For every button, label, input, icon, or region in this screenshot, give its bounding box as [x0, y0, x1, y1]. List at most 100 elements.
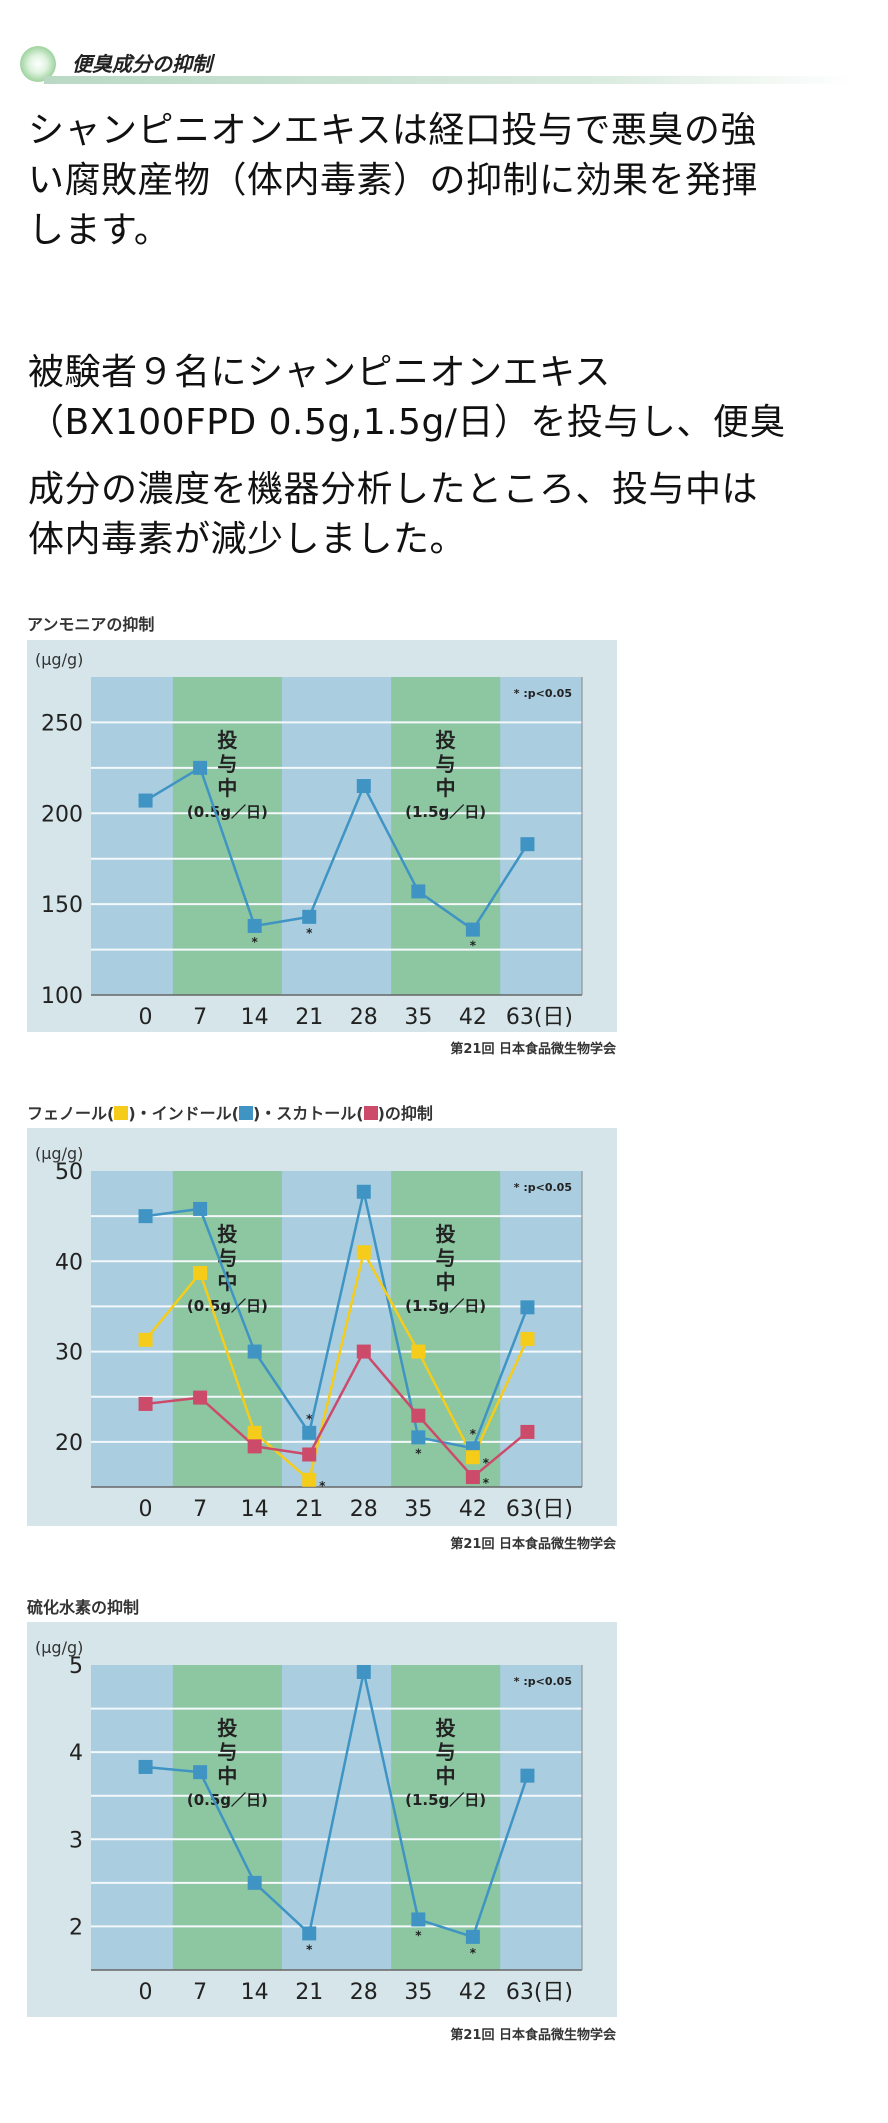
dosing-label-char: 与	[217, 1246, 237, 1270]
data-point-インドール	[247, 1344, 262, 1359]
data-point-フェノール	[247, 1425, 262, 1440]
data-point-フェノール	[465, 1450, 480, 1465]
dosing-label-char: 投	[436, 1222, 456, 1246]
dosing-label-char: 中	[436, 1270, 456, 1294]
significance-asterisk: *	[306, 926, 313, 940]
dosing-amount-label: (0.5g／日)	[187, 1791, 268, 1809]
dosing-label-char: 与	[436, 752, 456, 776]
chart-title-ammonia: アンモニアの抑制	[27, 615, 155, 634]
data-point-スカトール	[193, 1390, 208, 1405]
y-axis-unit-label: (μg/g)	[35, 650, 83, 669]
significance-note: * :p<0.05	[514, 1181, 572, 1194]
series-line-フェノール	[144, 1248, 529, 1483]
y-tick-label: 30	[55, 1341, 83, 1366]
data-point-硫化水素	[247, 1875, 262, 1890]
dosing-period-band	[391, 1665, 501, 1970]
y-tick-label: 40	[55, 1250, 83, 1275]
significance-asterisk: *	[470, 1427, 477, 1441]
data-point-スカトール	[465, 1470, 480, 1485]
intro-line: します。	[28, 210, 171, 251]
dosing-amount-label: (1.5g／日)	[405, 1297, 486, 1315]
data-point-硫化水素	[193, 1765, 208, 1780]
series-line-インドール	[145, 1191, 529, 1450]
study-line: 被験者９名にシャンピニオンエキス	[28, 352, 611, 393]
x-tick-label: 7	[193, 1005, 207, 1030]
x-tick-label: 28	[350, 1980, 378, 2005]
significance-asterisk: *	[483, 1476, 490, 1490]
data-point-硫化水素	[356, 1664, 371, 1679]
dosing-amount-label: (0.5g／日)	[187, 1297, 268, 1315]
x-tick-label: 28	[350, 1497, 378, 1522]
x-tick-label: 0	[139, 1980, 153, 2005]
plot-background	[91, 1665, 582, 1970]
dosing-period-band	[172, 1665, 282, 1970]
plot-background	[91, 1171, 582, 1487]
x-tick-label: 0	[139, 1005, 153, 1030]
significance-note: * :p<0.05	[514, 1675, 572, 1688]
significance-asterisk: *	[415, 1446, 422, 1460]
chart-hydrogen-sulfide-svg: 投与中 (0.5g／日) 投与中 (1.5g／日) * :p<0.05 (μg/g) 2 3 4…	[35, 1638, 583, 2005]
dosing-label-char: 中	[436, 776, 456, 800]
title-part: )の抑制	[377, 1104, 433, 1123]
x-tick-label: 14	[241, 1005, 269, 1030]
x-tick-label: 42	[459, 1497, 487, 1522]
y-tick-label: 2	[69, 1915, 83, 1940]
x-tick-label: 63(日)	[506, 1005, 573, 1030]
data-point-アンモニア	[302, 909, 317, 924]
data-point-インドール	[520, 1300, 535, 1315]
title-part: フェノール(	[27, 1104, 115, 1123]
y-tick-label: 50	[55, 1160, 83, 1185]
x-tick-label: 21	[295, 1005, 323, 1030]
chart-source: 第21回 日本食品微生物学会	[450, 1042, 616, 1057]
y-tick-label: 5	[69, 1654, 83, 1679]
x-tick-label: 35	[404, 1497, 432, 1522]
data-point-インドール	[138, 1209, 153, 1224]
dosing-label-char: 中	[217, 1764, 237, 1788]
x-tick-label: 28	[350, 1005, 378, 1030]
chart-phenol-indole-skatole-svg: 投与中(0.5g／日)投与中(1.5g／日)* :p<0.05(μg/g)203…	[35, 1144, 583, 1522]
dosing-label-char: 中	[436, 1764, 456, 1788]
y-axis-unit-label: (μg/g)	[35, 1144, 83, 1163]
data-point-アンモニア	[138, 793, 153, 808]
y-tick-label: 100	[41, 984, 83, 1009]
series-line-アンモニア	[144, 765, 529, 932]
x-tick-label: 0	[139, 1497, 153, 1522]
data-point-スカトール	[356, 1344, 371, 1359]
significance-asterisk: *	[470, 1946, 477, 1960]
x-tick-label: 42	[459, 1005, 487, 1030]
significance-asterisk: *	[319, 1479, 326, 1493]
dosing-label-char: 与	[217, 1740, 237, 1764]
dosing-label-char: 投	[217, 1222, 237, 1246]
significance-note: * :p<0.05	[514, 687, 572, 700]
y-axis-unit-label: (μg/g)	[35, 1638, 83, 1657]
y-tick-label: 150	[41, 893, 83, 918]
data-point-スカトール	[411, 1408, 426, 1423]
study-line: （BX100FPD 0.5g,1.5g/日）を投与し、便臭	[28, 402, 786, 443]
dosing-period-band	[172, 1171, 282, 1487]
data-point-フェノール	[356, 1245, 371, 1260]
data-point-アンモニア	[465, 922, 480, 937]
data-point-硫化水素	[302, 1926, 317, 1941]
title-part: )・スカトール(	[252, 1104, 364, 1123]
data-point-スカトール	[247, 1439, 262, 1454]
data-point-フェノール	[193, 1266, 208, 1281]
data-point-スカトール	[138, 1396, 153, 1411]
dosing-period-band	[391, 1171, 501, 1487]
dosing-amount-label: (1.5g／日)	[405, 803, 486, 821]
data-point-アンモニア	[520, 837, 535, 852]
chart-ammonia: 投与中 (0.5g／日) 投与中 (1.5g／日) * :p<0.05 (μg/g) 100…	[27, 640, 617, 1032]
dosing-label-char: 与	[436, 1740, 456, 1764]
x-tick-label: 63(日)	[506, 1980, 573, 2005]
data-point-アンモニア	[356, 779, 371, 794]
section-header: 便臭成分の抑制	[14, 42, 854, 86]
dosing-period-band	[391, 677, 501, 995]
chart-source: 第21回 日本食品微生物学会	[450, 2028, 616, 2043]
dosing-label-char: 投	[217, 1716, 237, 1740]
data-point-アンモニア	[411, 884, 426, 899]
data-point-フェノール	[138, 1332, 153, 1347]
x-tick-label: 14	[241, 1497, 269, 1522]
x-tick-label: 42	[459, 1980, 487, 2005]
data-point-アンモニア	[193, 760, 208, 775]
chart-hydrogen-sulfide: 投与中 (0.5g／日) 投与中 (1.5g／日) * :p<0.05 (μg/g) 2 3 4…	[27, 1622, 617, 2017]
dosing-period-band	[172, 677, 282, 995]
